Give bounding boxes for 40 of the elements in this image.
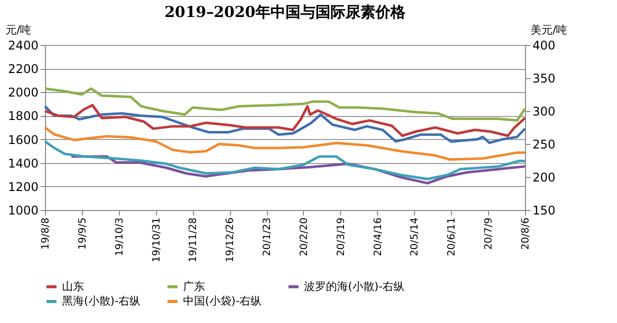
y-tick-label: 1200 [8, 180, 38, 194]
y-axis-title: 元/吨 [6, 24, 32, 36]
y-tick-label: 2400 [8, 38, 38, 52]
x-tick-label: 20/5/14 [410, 218, 421, 256]
legend-label: 广东 [183, 280, 205, 293]
x-tick-label: 19/11/28 [188, 218, 200, 262]
x-tick-label: 20/8/6 [520, 218, 532, 250]
x-tick-label: 20/2/20 [298, 218, 310, 256]
line-series [44, 126, 526, 161]
y2-tick-label: 200 [532, 170, 556, 184]
x-tick-label: 20/4/16 [372, 218, 384, 256]
x-tick-label: 19/12/26 [225, 218, 236, 262]
y2-tick-label: 350 [532, 72, 556, 86]
y-tick-label: 1000 [8, 204, 38, 218]
y2-tick-label: 250 [532, 138, 556, 152]
legend-label: 波罗的海(小散)-右纵 [304, 280, 405, 293]
x-tick-label: 20/7/9 [484, 218, 495, 250]
y-tick-label: 1800 [8, 109, 38, 124]
y2-axis-title: 美元/吨 [530, 24, 568, 36]
y-tick-label: 2200 [8, 62, 38, 76]
line-series [44, 140, 526, 180]
line-series [44, 87, 526, 122]
x-tick-label: 20/1/23 [262, 218, 274, 256]
legend-label: 山东 [62, 280, 84, 293]
x-tick-label: 20/3/19 [336, 218, 347, 256]
y-tick-label: 1400 [8, 156, 38, 170]
y2-tick-label: 300 [532, 104, 556, 118]
x-tick-label: 19/10/31 [151, 218, 162, 262]
chart-title: 2019–2020年中国与国际尿素价格 [164, 3, 406, 21]
legend-label: 中国(小袋)-右纵 [183, 294, 262, 308]
y-tick-label: 1600 [8, 132, 38, 147]
legend-label: 黑海(小散)-右纵 [62, 294, 141, 308]
y-tick-label: 2000 [8, 86, 38, 100]
x-tick-label: 19/10/3 [114, 218, 126, 256]
line-series [44, 104, 526, 137]
x-tick-label: 19/8/8 [40, 218, 52, 250]
y2-tick-label: 400 [532, 38, 556, 52]
y2-tick-label: 150 [532, 204, 556, 218]
x-tick-label: 19/9/5 [77, 218, 88, 250]
x-tick-label: 20/6/11 [446, 218, 458, 256]
